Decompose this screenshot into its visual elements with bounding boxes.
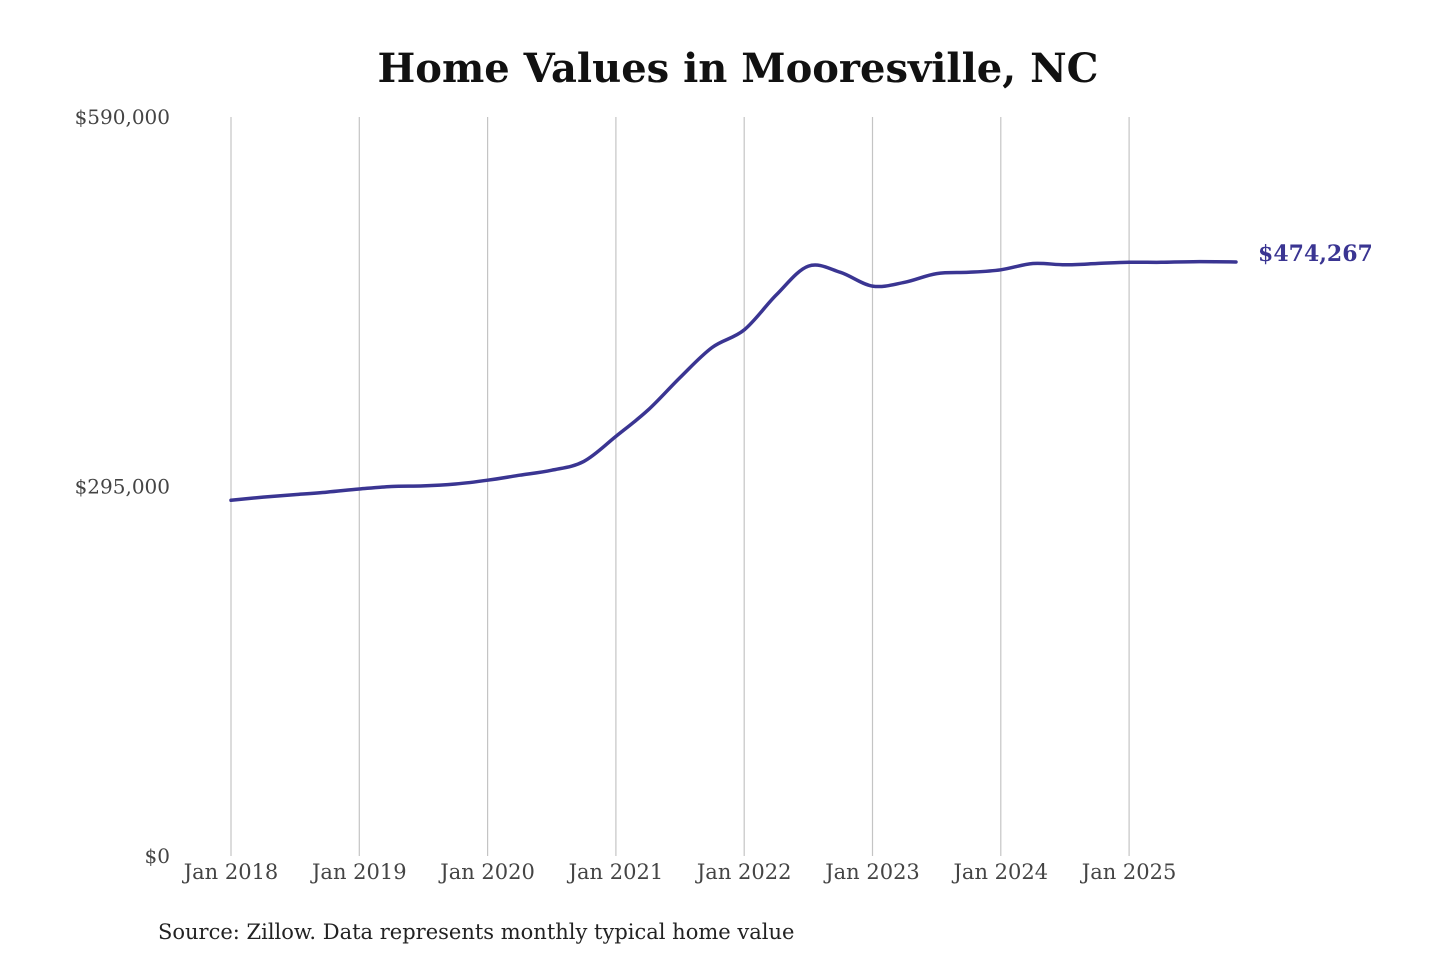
end-value-label: $474,267 [1258,241,1373,267]
chart-title: Home Values in Mooresville, NC [377,45,1098,92]
x-tick-label: Jan 2025 [1080,860,1177,884]
y-tick-label: $590,000 [75,105,170,129]
series-line-home-value [229,259,1238,503]
y-tick-label: $295,000 [75,475,170,499]
source-note: Source: Zillow. Data represents monthly … [158,920,794,944]
x-tick-label: Jan 2022 [695,860,792,884]
x-tick-label: Jan 2018 [182,860,279,884]
y-axis-ticks: $0 $295,000 $590,000 [75,105,170,868]
x-tick-label: Jan 2019 [310,860,407,884]
x-tick-label: Jan 2021 [567,860,664,884]
gridlines [230,117,1130,856]
x-axis-ticks: Jan 2018 Jan 2019 Jan 2020 Jan 2021 Jan 2022… [182,860,1177,884]
x-tick-label: Jan 2020 [438,860,535,884]
y-tick-label: $0 [145,844,170,868]
x-tick-label: Jan 2024 [952,860,1049,884]
x-tick-label: Jan 2023 [823,860,920,884]
